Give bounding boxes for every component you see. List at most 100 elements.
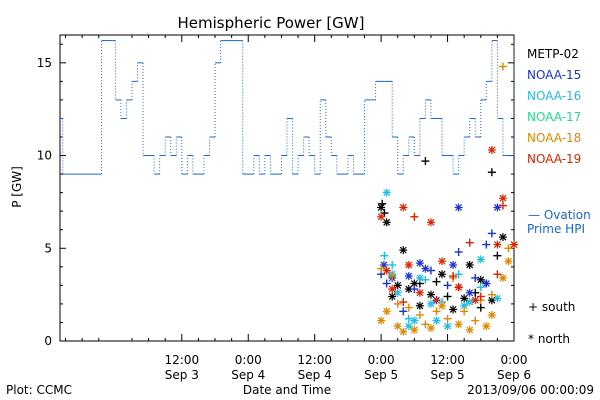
- metp-02-south-point: [493, 251, 502, 260]
- metp-02-north-point-d2: [460, 294, 468, 302]
- metp-02-north-point: [498, 233, 507, 242]
- noaa-15-north-point: [465, 288, 474, 297]
- noaa-19-north-point-d2: [455, 283, 463, 291]
- noaa-19-north-point: [415, 288, 424, 297]
- noaa-15-north-point-d2: [416, 259, 424, 267]
- legend-entry-metp-02: METP-02: [527, 47, 579, 61]
- noaa-18-north-point-d2: [499, 274, 507, 282]
- noaa-18-north-point: [487, 311, 496, 320]
- noaa-19-north-point: [404, 260, 413, 269]
- metp-02-north-point: [399, 246, 408, 255]
- noaa-16-north-point: [404, 322, 413, 331]
- noaa-16-north-point: [382, 188, 391, 197]
- noaa-15-south-point: [471, 273, 480, 282]
- metp-02-north-point: [393, 281, 402, 290]
- y-tick-label: 5: [44, 241, 52, 255]
- metp-02-north-point-d2: [416, 302, 424, 310]
- noaa-19-north-point: [399, 203, 408, 212]
- y-tick-label: 15: [37, 56, 52, 70]
- noaa-15-north-point: [454, 203, 463, 212]
- noaa-19-north-point-d2: [383, 267, 391, 274]
- metp-02-south-point: [487, 168, 496, 177]
- noaa-16-south-point: [476, 283, 485, 292]
- x-tick-label-date: Sep 4: [298, 368, 332, 382]
- noaa-18-north-point: [399, 327, 408, 336]
- metp-02-north-point: [460, 294, 469, 303]
- noaa-15-north-point-d2: [482, 280, 490, 287]
- noaa-15-south-point: [399, 307, 408, 316]
- plot-source-label: Plot: CCMC: [6, 383, 72, 397]
- noaa-18-north-point-d2: [482, 322, 490, 330]
- noaa-18-north-point-d2: [399, 328, 407, 336]
- metp-02-north-point-d2: [449, 306, 457, 313]
- noaa-19-north-point-d2: [493, 241, 501, 248]
- metp-02-south-point: [443, 292, 452, 301]
- noaa-18-south-point: [498, 62, 507, 71]
- metp-02-north-point: [465, 260, 474, 269]
- noaa-18-north-point: [377, 316, 386, 325]
- noaa-19-north-point-d2: [377, 213, 385, 221]
- x-tick-label-time: 12:00: [165, 353, 200, 367]
- noaa-18-north-point-d2: [466, 326, 474, 334]
- noaa-15-south-point: [426, 266, 435, 275]
- noaa-16-south-point: [380, 251, 389, 260]
- noaa-16-north-point: [426, 299, 435, 308]
- noaa-18-south-point: [377, 264, 386, 273]
- noaa-16-north-point-d2: [433, 317, 440, 325]
- y-axis-label: P [GW]: [10, 166, 24, 208]
- noaa-19-north-point-d2: [405, 261, 413, 269]
- noaa-19-north-point: [382, 266, 391, 275]
- noaa-18-south-point: [388, 272, 397, 281]
- noaa-15-north-point-d2: [421, 265, 429, 273]
- noaa-16-north-point-d2: [444, 322, 451, 330]
- noaa-19-south-point: [465, 238, 474, 247]
- noaa-15-south-point: [443, 281, 452, 290]
- legend-entry-noaa-17: NOAA-17: [527, 110, 581, 124]
- metp-02-north-point: [415, 301, 424, 310]
- ovation-hpi-series: [60, 40, 515, 175]
- noaa-15-south-point: [382, 279, 391, 288]
- noaa-18-south-point: [443, 314, 452, 323]
- south-symbol-legend: + south: [528, 300, 575, 314]
- x-tick-label-date: Sep 4: [231, 368, 265, 382]
- noaa-19-north-point-d2: [510, 241, 518, 248]
- noaa-18-north-point: [382, 307, 391, 316]
- noaa-18-north-point-d2: [394, 322, 402, 330]
- metp-02-north-point-d2: [499, 233, 507, 241]
- noaa-15-north-point-d2: [405, 272, 413, 280]
- noaa-15-north-point: [493, 203, 502, 212]
- ovation-legend-label-line2: Prime HPI: [527, 222, 585, 236]
- noaa-19-north-point-d2: [427, 218, 435, 226]
- x-axis-label: Date and Time: [243, 383, 331, 397]
- noaa-18-north-point: [498, 273, 507, 282]
- noaa-15-south-point: [410, 285, 419, 294]
- noaa-19-north-point-d2: [471, 296, 479, 304]
- metp-02-north-point: [449, 305, 458, 314]
- noaa-19-north-point: [438, 257, 447, 266]
- noaa-15-north-point-d2: [449, 261, 457, 269]
- noaa-18-north-point: [454, 320, 463, 329]
- noaa-19-north-point: [487, 145, 496, 154]
- noaa-19-south-point: [476, 292, 485, 301]
- noaa-18-south-point: [415, 311, 424, 320]
- noaa-15-south-point: [487, 229, 496, 238]
- noaa-16-south-point: [421, 275, 430, 284]
- north-symbol-legend: * north: [528, 332, 570, 346]
- noaa-15-north-point: [482, 279, 491, 288]
- noaa-16-north-point-d2: [460, 302, 468, 310]
- noaa-15-north-point: [404, 272, 413, 281]
- metp-02-north-point-d2: [427, 291, 435, 299]
- metp-02-north-point-d2: [438, 270, 446, 278]
- metp-02-north-point-d2: [410, 280, 418, 287]
- metp-02-south-point: [476, 303, 485, 312]
- noaa-19-south-point: [498, 201, 507, 210]
- metp-02-north-point: [388, 292, 397, 301]
- metp-02-north-point-d2: [399, 246, 407, 254]
- metp-02-north-point-d2: [377, 204, 385, 211]
- noaa-16-north-point-d2: [405, 322, 413, 330]
- noaa-18-north-point-d2: [377, 317, 385, 325]
- metp-02-north-point-d2: [394, 281, 402, 289]
- noaa-15-north-point: [449, 260, 458, 269]
- noaa-19-north-point: [377, 212, 386, 221]
- noaa-15-north-point-d2: [455, 204, 463, 211]
